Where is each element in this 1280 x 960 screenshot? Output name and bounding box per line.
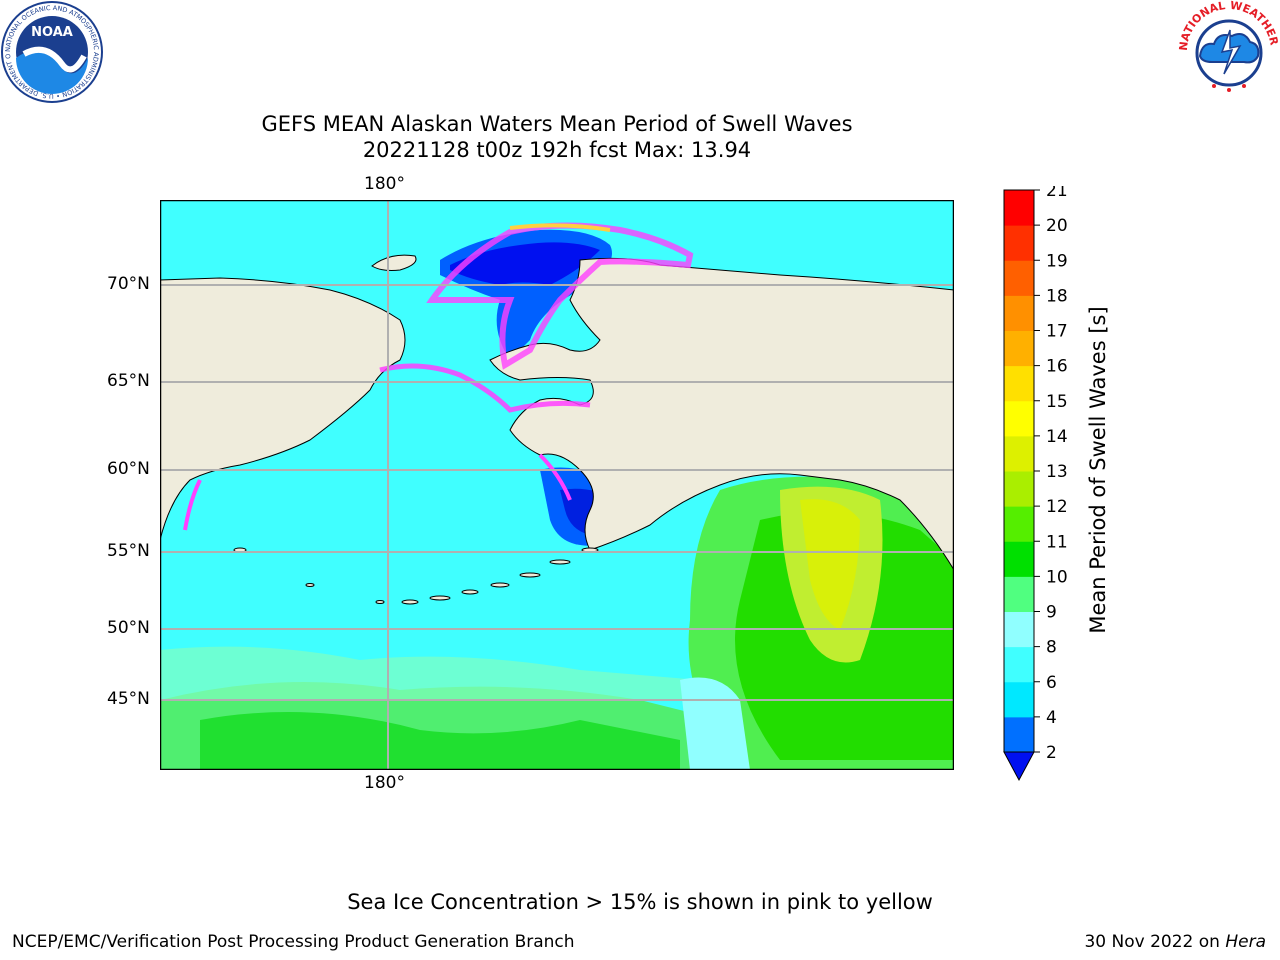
map-gridlines bbox=[160, 200, 954, 770]
colorbar-segment bbox=[1004, 541, 1034, 577]
lat-label-45: 45°N bbox=[107, 689, 150, 709]
map-panel bbox=[160, 200, 954, 770]
sea-ice-edge bbox=[426, 222, 694, 370]
colorbar: 2 4 6 8 9 10 11 12 13 14 15 16 17 18 19 20 21 bbox=[1003, 186, 1068, 782]
lon-label-top: 180° bbox=[364, 174, 405, 194]
colorbar-tick-label: 19 bbox=[1046, 251, 1068, 271]
colorbar-title: Mean Period of Swell Waves [s] bbox=[1086, 306, 1110, 634]
colorbar-tick-label: 20 bbox=[1046, 216, 1068, 236]
colorbar-segment bbox=[1004, 435, 1034, 472]
colorbar-segment bbox=[1004, 471, 1034, 507]
colorbar-tick-label: 14 bbox=[1046, 427, 1068, 447]
colorbar-tick-label: 15 bbox=[1046, 392, 1068, 412]
colorbar-segment bbox=[1004, 295, 1034, 331]
colorbar-tick-label: 10 bbox=[1046, 567, 1068, 587]
nws-logo: NATIONAL WEATHER SERVICE bbox=[1178, 0, 1280, 99]
colorbar-tick-label: 18 bbox=[1046, 286, 1068, 306]
colorbar-tick-label: 17 bbox=[1046, 322, 1068, 342]
colorbar-segment bbox=[1004, 365, 1034, 402]
land-asia bbox=[160, 277, 406, 541]
chart-title: GEFS MEAN Alaskan Waters Mean Period of … bbox=[261, 112, 853, 136]
chart-subtitle: 20221128 t00z 192h fcst Max: 13.94 bbox=[362, 138, 752, 162]
colorbar-tick-label: 9 bbox=[1046, 603, 1057, 623]
footer-credit: NCEP/EMC/Verification Post Processing Pr… bbox=[12, 932, 575, 952]
lat-label-50: 50°N bbox=[107, 618, 150, 638]
colorbar-tick-label: 11 bbox=[1046, 532, 1068, 552]
colorbar-segment bbox=[1004, 400, 1034, 437]
colorbar-tick-label: 2 bbox=[1046, 743, 1057, 763]
colorbar-tick-label: 21 bbox=[1046, 186, 1068, 201]
lat-label-55: 55°N bbox=[107, 541, 150, 561]
colorbar-segment bbox=[1004, 611, 1034, 648]
colorbar-tick-label: 12 bbox=[1046, 497, 1068, 517]
colorbar-tick-label: 8 bbox=[1046, 638, 1057, 658]
colorbar-segment bbox=[1004, 225, 1034, 261]
colorbar-segment bbox=[1004, 716, 1034, 753]
colorbar-segment bbox=[1004, 506, 1034, 542]
lat-label-65: 65°N bbox=[107, 371, 150, 391]
colorbar-segment bbox=[1004, 646, 1034, 683]
land-wrangel-island bbox=[371, 254, 417, 271]
colorbar-segment bbox=[1004, 681, 1034, 718]
colorbar-segment bbox=[1004, 260, 1034, 296]
lat-label-70: 70°N bbox=[107, 274, 150, 294]
colorbar-segment bbox=[1004, 190, 1034, 226]
colorbar-segment bbox=[1004, 330, 1034, 367]
colorbar-under-arrow bbox=[1003, 751, 1035, 782]
footer-date: 30 Nov 2022 on Hera bbox=[1084, 932, 1266, 952]
lat-label-60: 60°N bbox=[107, 459, 150, 479]
colorbar-segment bbox=[1004, 576, 1034, 612]
noaa-logo: NATIONAL OCEANIC AND ATMOSPHERIC ADMINIS… bbox=[0, 0, 103, 103]
colorbar-tick-label: 13 bbox=[1046, 462, 1068, 482]
sea-ice-note: Sea Ice Concentration > 15% is shown in … bbox=[347, 890, 933, 914]
footer-host: Hera bbox=[1225, 932, 1266, 952]
footer-date-text: 30 Nov 2022 on bbox=[1084, 932, 1226, 952]
colorbar-tick-label: 16 bbox=[1046, 357, 1068, 377]
colorbar-tick-label: 6 bbox=[1046, 673, 1057, 693]
lon-label-bottom: 180° bbox=[364, 773, 405, 793]
aleutian-islands bbox=[233, 547, 599, 605]
noaa-text: NOAA bbox=[31, 25, 73, 40]
colorbar-tick-label: 4 bbox=[1046, 708, 1057, 728]
